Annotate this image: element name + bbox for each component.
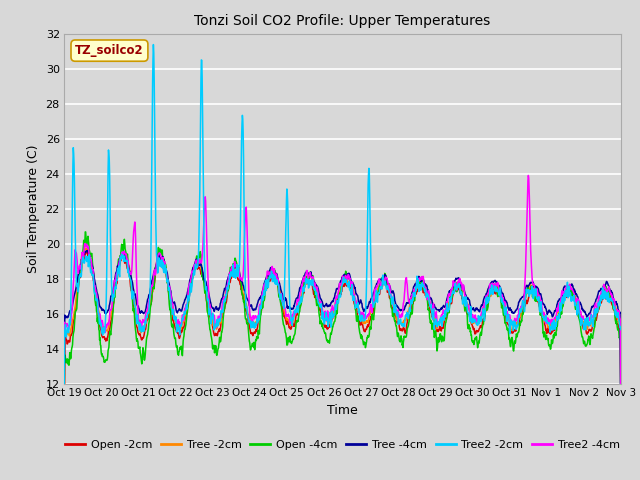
Title: Tonzi Soil CO2 Profile: Upper Temperatures: Tonzi Soil CO2 Profile: Upper Temperatur…: [195, 14, 490, 28]
Text: TZ_soilco2: TZ_soilco2: [75, 44, 144, 57]
X-axis label: Time: Time: [327, 404, 358, 417]
Y-axis label: Soil Temperature (C): Soil Temperature (C): [27, 144, 40, 273]
Legend: Open -2cm, Tree -2cm, Open -4cm, Tree -4cm, Tree2 -2cm, Tree2 -4cm: Open -2cm, Tree -2cm, Open -4cm, Tree -4…: [61, 435, 624, 454]
